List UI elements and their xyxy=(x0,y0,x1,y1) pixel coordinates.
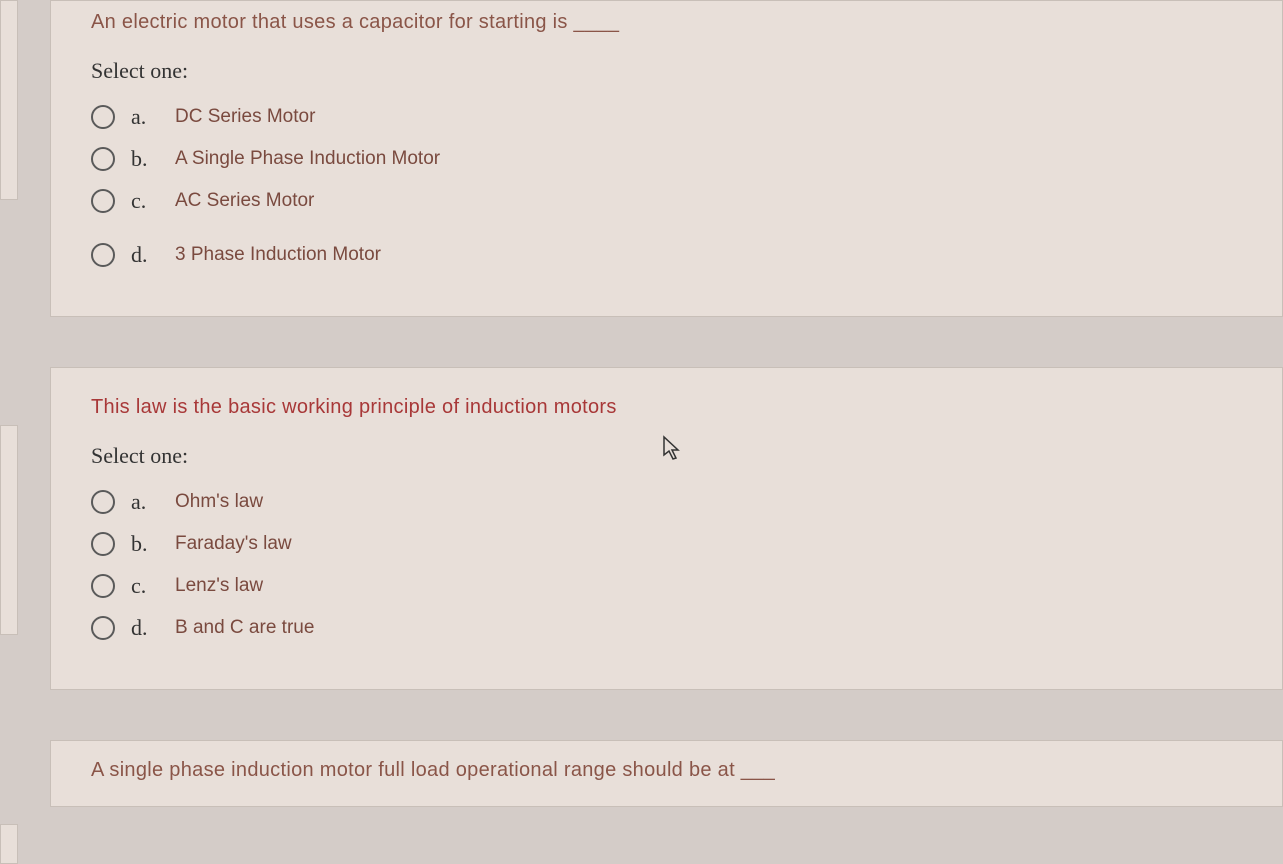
option-text: DC Series Motor xyxy=(175,106,315,128)
option-row[interactable]: b. Faraday's law xyxy=(91,531,1242,557)
option-letter: d. xyxy=(131,242,159,268)
option-letter: d. xyxy=(131,615,159,641)
option-row[interactable]: d. 3 Phase Induction Motor xyxy=(91,242,1242,268)
option-text: Faraday's law xyxy=(175,533,292,555)
radio-button[interactable] xyxy=(91,147,115,171)
question-text: A single phase induction motor full load… xyxy=(91,759,1242,782)
option-row[interactable]: c. AC Series Motor xyxy=(91,188,1242,214)
question-card: This law is the basic working principle … xyxy=(50,367,1283,690)
option-row[interactable]: c. Lenz's law xyxy=(91,573,1242,599)
option-text: A Single Phase Induction Motor xyxy=(175,148,440,170)
select-one-label: Select one: xyxy=(91,58,1242,84)
question-text: This law is the basic working principle … xyxy=(91,396,1242,419)
side-marker xyxy=(0,0,18,200)
option-text: AC Series Motor xyxy=(175,190,314,212)
option-row[interactable]: a. DC Series Motor xyxy=(91,104,1242,130)
option-text: B and C are true xyxy=(175,617,314,639)
option-letter: c. xyxy=(131,573,159,599)
option-row[interactable]: a. Ohm's law xyxy=(91,489,1242,515)
option-row[interactable]: b. A Single Phase Induction Motor xyxy=(91,146,1242,172)
option-letter: a. xyxy=(131,489,159,515)
side-marker xyxy=(0,425,18,635)
question-card: An electric motor that uses a capacitor … xyxy=(50,0,1283,317)
option-letter: c. xyxy=(131,188,159,214)
side-marker xyxy=(0,824,18,864)
option-row[interactable]: d. B and C are true xyxy=(91,615,1242,641)
option-letter: b. xyxy=(131,146,159,172)
option-letter: b. xyxy=(131,531,159,557)
option-text: Lenz's law xyxy=(175,575,263,597)
select-one-label: Select one: xyxy=(91,443,1242,469)
radio-button[interactable] xyxy=(91,616,115,640)
radio-button[interactable] xyxy=(91,532,115,556)
radio-button[interactable] xyxy=(91,574,115,598)
option-text: Ohm's law xyxy=(175,491,263,513)
radio-button[interactable] xyxy=(91,189,115,213)
question-card: A single phase induction motor full load… xyxy=(50,740,1283,807)
option-text: 3 Phase Induction Motor xyxy=(175,244,381,266)
radio-button[interactable] xyxy=(91,105,115,129)
radio-button[interactable] xyxy=(91,490,115,514)
question-text: An electric motor that uses a capacitor … xyxy=(91,11,1242,34)
radio-button[interactable] xyxy=(91,243,115,267)
option-letter: a. xyxy=(131,104,159,130)
